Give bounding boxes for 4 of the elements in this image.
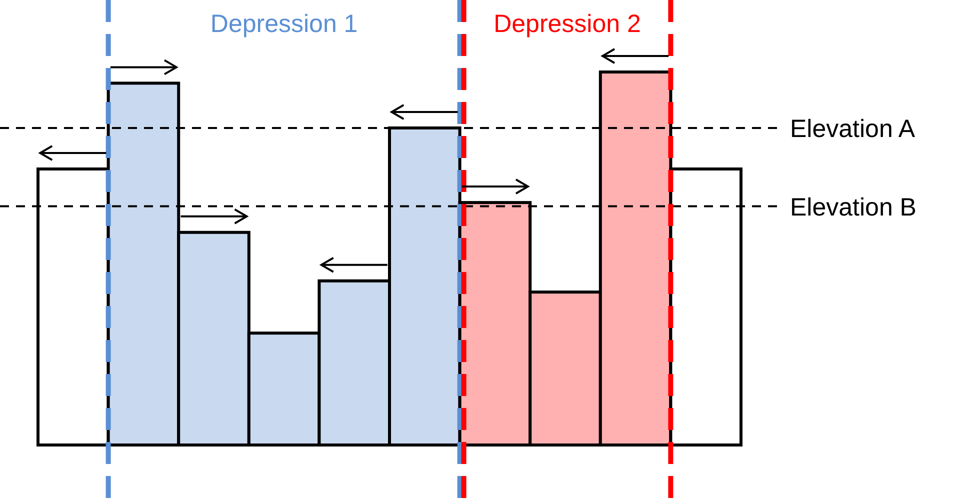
ref-line-label: Elevation B <box>790 193 916 222</box>
text: Depression 1 <box>210 10 358 38</box>
text: Depression 2 <box>494 10 641 38</box>
ref-line-label: Elevation A <box>790 114 916 143</box>
